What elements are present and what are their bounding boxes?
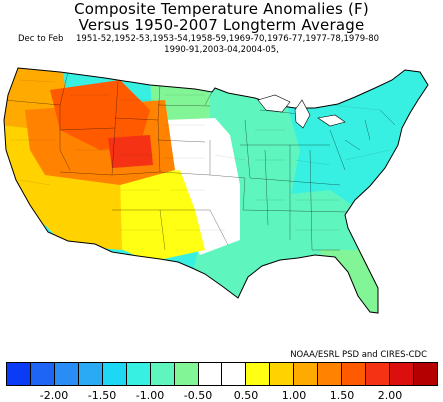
state-borders xyxy=(4,71,396,251)
legend-swatch-15 xyxy=(366,363,390,385)
us-anomaly-map xyxy=(3,67,429,314)
region-southern-plains-warm xyxy=(112,170,205,262)
legend-swatch-13 xyxy=(318,363,343,385)
legend-swatch-8 xyxy=(198,363,223,385)
great-lakes xyxy=(257,94,346,129)
legend-tick-labels: -2.00 -1.50 -1.00 -0.50 0.50 1.00 1.50 2.00 xyxy=(0,389,443,402)
legend-swatch-10 xyxy=(246,363,271,385)
region-idaho-montana-core xyxy=(50,80,150,150)
legend-tick-label: -1.50 xyxy=(87,389,117,402)
climate-division-borders xyxy=(10,79,391,231)
legend-tick-label: -1.00 xyxy=(135,389,165,402)
composite-years-line-1: 1951-52,1952-53,1953-54,1958-59,1969-70,… xyxy=(76,34,380,44)
legend-swatch-11 xyxy=(270,363,295,385)
color-legend xyxy=(6,362,438,386)
legend-swatch-16 xyxy=(390,363,414,385)
legend-swatch-3 xyxy=(78,363,103,385)
legend-tick-label: 1.00 xyxy=(281,389,307,402)
legend-swatch-0 xyxy=(7,363,31,385)
legend-swatch-17 xyxy=(413,363,437,385)
composite-years-line-2: 1990-91,2003-04,2004-05, xyxy=(164,45,279,55)
legend-tick-label: 0.50 xyxy=(233,389,259,402)
legend-tick-label: -2.00 xyxy=(39,389,69,402)
legend-swatch-14 xyxy=(342,363,367,385)
region-wyoming-hotspot xyxy=(108,135,153,168)
legend-swatch-6 xyxy=(150,363,175,385)
legend-tick-label: 2.00 xyxy=(377,389,403,402)
legend-swatch-12 xyxy=(294,363,319,385)
legend-swatch-5 xyxy=(126,363,151,385)
map-subtitle: Versus 1950-2007 Longterm Average xyxy=(78,16,365,34)
region-desert-southwest xyxy=(35,170,122,250)
legend-swatch-7 xyxy=(174,363,199,385)
legend-swatch-2 xyxy=(54,363,79,385)
legend-swatch-9 xyxy=(222,363,247,385)
legend-tick-label: -0.50 xyxy=(183,389,213,402)
legend-swatch-4 xyxy=(102,363,127,385)
season-label: Dec to Feb xyxy=(18,34,64,44)
legend-tick-label: 1.50 xyxy=(329,389,355,402)
map-title: Composite Temperature Anomalies (F) xyxy=(74,0,369,18)
data-credit: NOAA/ESRL PSD and CIRES-CDC xyxy=(290,350,427,360)
legend-swatch-1 xyxy=(30,363,55,385)
